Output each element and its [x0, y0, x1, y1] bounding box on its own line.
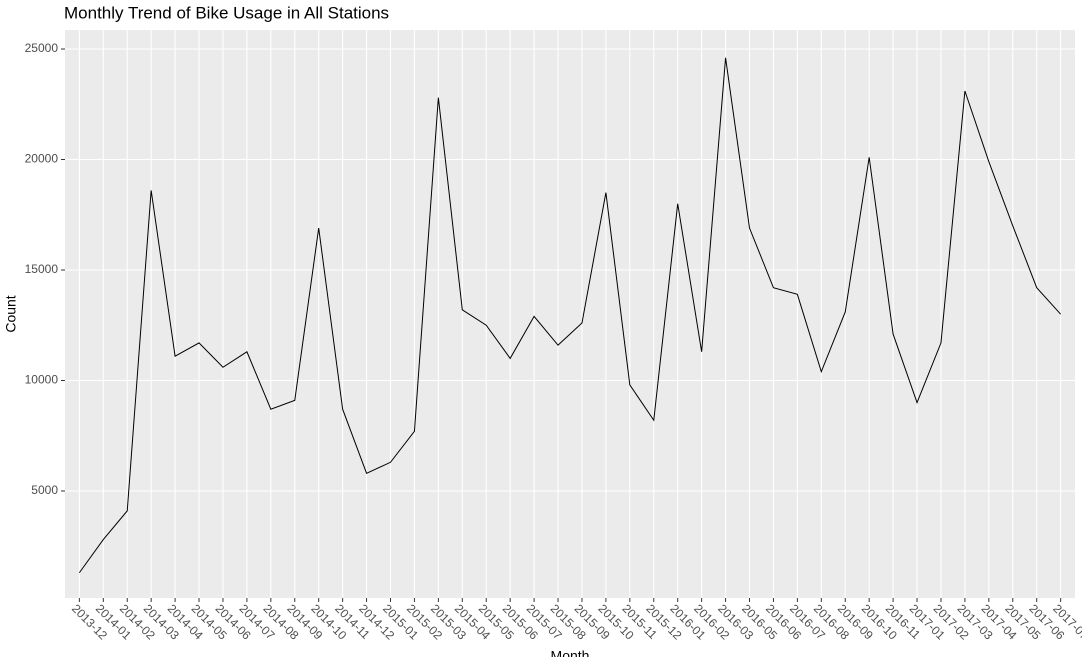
plot-panel: [65, 30, 1075, 598]
y-tick-label: 10000: [25, 373, 59, 387]
data-line: [78, 57, 1062, 574]
y-tick-label: 25000: [25, 41, 59, 55]
chart-title: Monthly Trend of Bike Usage in All Stati…: [64, 3, 389, 22]
y-tick-label: 5000: [31, 483, 58, 497]
y-tick-label: 20000: [25, 152, 59, 166]
x-axis-title: Month: [551, 648, 590, 657]
y-axis-title: Count: [3, 295, 19, 332]
y-tick-label: 15000: [25, 262, 59, 276]
